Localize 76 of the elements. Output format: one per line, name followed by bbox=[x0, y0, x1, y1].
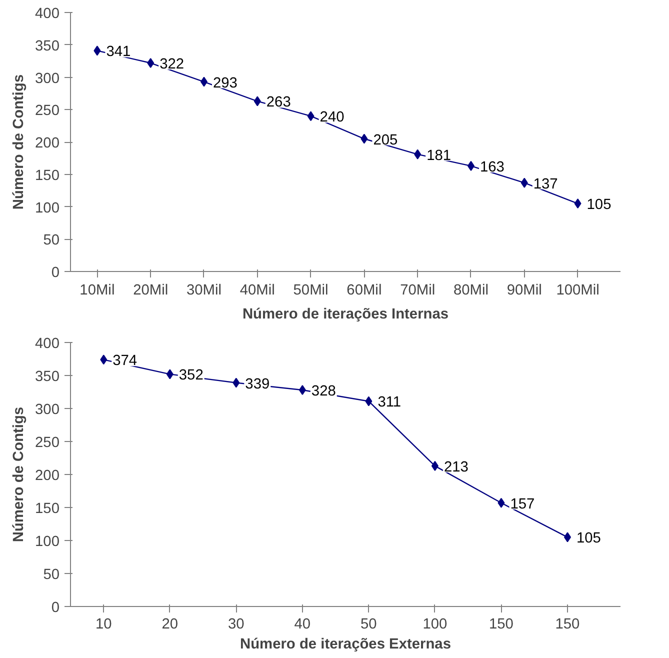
y-axis-title: Número de Contigs bbox=[11, 74, 28, 210]
point bbox=[147, 58, 154, 68]
data-label: 105 bbox=[586, 197, 612, 214]
data-label: 163 bbox=[480, 159, 504, 176]
y-tick-label: 0 bbox=[51, 600, 60, 616]
x-tick-label: 150 bbox=[555, 616, 580, 632]
y-tick-label: 200 bbox=[35, 468, 60, 484]
data-label: 240 bbox=[320, 110, 344, 126]
data-label: 352 bbox=[178, 368, 204, 384]
x-axis-title: Número de iterações Externas bbox=[240, 636, 451, 652]
data-label: 213 bbox=[444, 459, 468, 476]
y-tick-label: 150 bbox=[35, 168, 60, 184]
point bbox=[498, 498, 505, 508]
x-tick-label: 20 bbox=[162, 616, 178, 632]
point bbox=[574, 198, 582, 209]
y-tick-label: 150 bbox=[35, 501, 60, 517]
data-label: 328 bbox=[311, 384, 336, 400]
y-tick-label: 350 bbox=[35, 369, 60, 385]
y-tick-label: 350 bbox=[35, 38, 60, 54]
point bbox=[431, 460, 438, 471]
x-tick-label: 20Mil bbox=[133, 282, 168, 298]
x-tick-label: 100Mil bbox=[556, 282, 600, 298]
data-label: 181 bbox=[426, 148, 452, 164]
y-tick-label: 300 bbox=[35, 402, 60, 418]
x-tick-label: 100 bbox=[422, 616, 448, 632]
data-label: 322 bbox=[160, 56, 184, 73]
data-label: 339 bbox=[245, 376, 270, 392]
point bbox=[360, 134, 368, 144]
point bbox=[298, 385, 306, 396]
y-tick-label: 100 bbox=[35, 200, 60, 216]
data-label: 311 bbox=[378, 394, 402, 411]
x-tick-label: 50 bbox=[360, 616, 377, 632]
x-tick-label: 60Mil bbox=[346, 282, 382, 298]
point bbox=[365, 396, 372, 406]
y-tick-label: 250 bbox=[35, 103, 60, 120]
y-tick-label: 50 bbox=[43, 232, 60, 249]
x-axis-title: Número de iterações Internas bbox=[242, 306, 449, 322]
data-label: 293 bbox=[212, 75, 238, 92]
data-label: 263 bbox=[266, 94, 291, 111]
y-tick-label: 0 bbox=[51, 265, 60, 281]
y-axis-title: Número de Contigs bbox=[11, 406, 28, 542]
y-tick-label: 400 bbox=[35, 6, 60, 22]
point bbox=[520, 178, 528, 188]
point bbox=[564, 532, 571, 542]
data-label: 137 bbox=[533, 176, 558, 192]
x-tick-label: 10Mil bbox=[80, 282, 115, 298]
y-tick-label: 250 bbox=[35, 435, 60, 451]
point bbox=[232, 378, 240, 388]
point bbox=[100, 354, 108, 365]
y-tick-label: 400 bbox=[35, 336, 60, 352]
x-tick-label: 30 bbox=[228, 616, 244, 632]
y-tick-label: 300 bbox=[35, 70, 60, 87]
x-tick-label: 30Mil bbox=[186, 282, 222, 298]
data-label: 105 bbox=[576, 530, 601, 547]
point bbox=[414, 149, 422, 160]
x-tick-label: 150 bbox=[488, 616, 514, 632]
data-label: 374 bbox=[112, 353, 138, 370]
point bbox=[307, 111, 314, 122]
point bbox=[254, 96, 261, 106]
data-label: 341 bbox=[106, 44, 131, 60]
x-tick-label: 40 bbox=[294, 616, 311, 632]
x-tick-label: 90Mil bbox=[506, 282, 542, 298]
point bbox=[467, 160, 474, 171]
x-tick-label: 70Mil bbox=[400, 282, 436, 298]
data-label: 205 bbox=[373, 132, 398, 148]
point bbox=[166, 369, 174, 380]
x-tick-label: 10 bbox=[95, 616, 112, 632]
point bbox=[200, 76, 208, 87]
y-tick-label: 200 bbox=[35, 136, 60, 152]
y-tick-label: 100 bbox=[35, 534, 60, 550]
x-tick-label: 80Mil bbox=[453, 282, 489, 298]
x-tick-label: 40Mil bbox=[240, 282, 275, 298]
point bbox=[94, 46, 101, 56]
data-label: 157 bbox=[510, 496, 535, 512]
x-tick-label: 50Mil bbox=[293, 282, 328, 298]
y-tick-label: 50 bbox=[43, 567, 60, 583]
